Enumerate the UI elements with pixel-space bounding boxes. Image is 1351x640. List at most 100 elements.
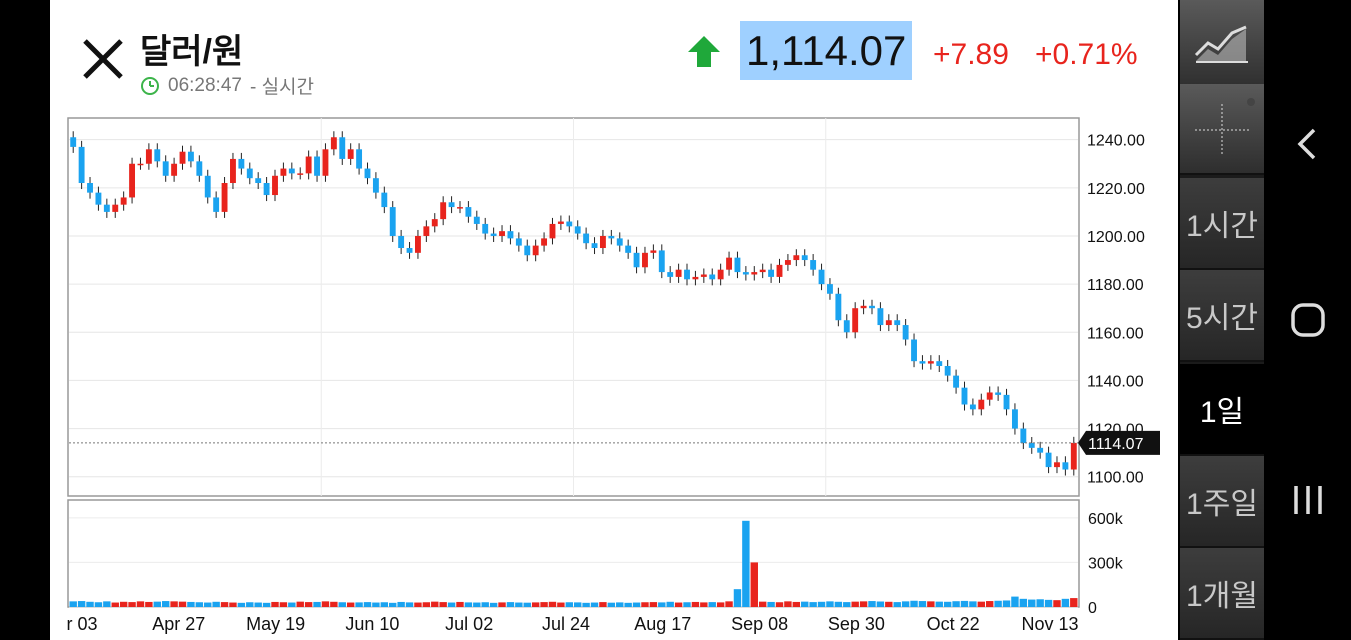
chart-type-button[interactable] [1180, 0, 1264, 91]
volume-bar [405, 602, 414, 607]
volume-bar [439, 602, 447, 607]
current-price: 1,114.07 [740, 21, 913, 80]
candle-body [549, 223, 556, 239]
candle-body [1045, 452, 1052, 468]
date-tick-label: Oct 22 [927, 614, 980, 634]
candle-body [204, 175, 211, 198]
volume-bar [809, 602, 817, 607]
candle-body [692, 276, 699, 280]
back-icon[interactable] [1288, 124, 1328, 164]
volume-bar [826, 601, 834, 607]
price-tick-label: 1220.00 [1087, 181, 1145, 198]
candle-body [482, 223, 489, 234]
candle-body [742, 272, 749, 275]
clock-icon [141, 76, 159, 95]
volume-bar [372, 602, 380, 607]
candle-body [154, 149, 161, 162]
volume-bar [313, 601, 321, 607]
period-1day[interactable]: 1일 [1180, 364, 1264, 456]
volume-bar [1036, 599, 1044, 607]
period-1week[interactable]: 1주일 [1180, 456, 1264, 548]
instrument-title: 달러/원 [140, 33, 244, 71]
candle-body [95, 192, 102, 205]
volume-bar [817, 601, 826, 607]
realtime-label: - 실시간 [249, 77, 315, 98]
price-chart[interactable]: 1240.00 1220.00 1200.00 1180.00 1160.00 1140.… [50, 105, 1178, 640]
candle-body [776, 264, 783, 277]
candle-body [944, 365, 951, 376]
candle-body [877, 308, 884, 326]
candle-body [557, 221, 564, 224]
volume-bar [708, 602, 716, 607]
candle-body [347, 149, 354, 159]
volume-bar [624, 602, 632, 607]
volume-bar [422, 602, 431, 607]
candle-body [625, 245, 632, 253]
candle-body [608, 235, 615, 239]
candle-body [986, 392, 993, 400]
period-1month[interactable]: 1개월 [1180, 548, 1264, 640]
volume-bar [674, 602, 683, 607]
candle-body [1003, 394, 1010, 410]
candle-body [574, 226, 581, 234]
price-axis: 1240.00 1220.00 1200.00 1180.00 1160.00 1140.… [1087, 133, 1145, 487]
volume-bar [1061, 598, 1070, 607]
candle-body [961, 387, 968, 405]
crosshair-button[interactable] [1180, 84, 1264, 175]
volume-bar [590, 602, 599, 607]
volume-bar [901, 601, 910, 607]
volume-bar [94, 602, 103, 607]
candle-body [288, 168, 295, 174]
candle-body [171, 163, 178, 176]
period-5hour[interactable]: 5시간 [1180, 270, 1264, 362]
candle-body [1070, 442, 1077, 470]
volume-bar [128, 602, 136, 607]
candle-body [927, 361, 934, 364]
crosshair-icon [1195, 97, 1255, 156]
volume-bar [246, 602, 254, 607]
chart-grid [67, 117, 1080, 608]
volume-bars [69, 520, 1078, 607]
price-tick-label: 1180.00 [1087, 277, 1144, 294]
candle-body [751, 272, 758, 275]
volume-bar [1028, 599, 1036, 607]
candle-body [1054, 462, 1060, 468]
volume-tick-label: 600k [1088, 511, 1124, 528]
volume-bar [195, 602, 204, 607]
candle-body [894, 320, 901, 326]
volume-bar [271, 601, 279, 607]
candle-body [162, 161, 169, 176]
volume-bar [859, 601, 868, 607]
home-icon[interactable] [1288, 300, 1328, 340]
candle-body [78, 146, 85, 184]
candle-body [457, 207, 463, 209]
candle-body [583, 233, 590, 244]
candle-body [591, 243, 598, 249]
period-1hour[interactable]: 1시간 [1180, 178, 1264, 270]
candle-body [415, 235, 421, 253]
recent-apps-icon[interactable] [1288, 480, 1328, 520]
volume-bar [893, 602, 901, 607]
volume-bar [363, 602, 372, 607]
candle-body [953, 375, 960, 388]
volume-bar [565, 602, 573, 607]
candle-body [658, 250, 665, 273]
candle-body [633, 252, 640, 268]
close-button[interactable] [80, 36, 126, 82]
candle-body [230, 158, 236, 184]
candle-body [120, 197, 127, 205]
volume-bar [119, 601, 128, 607]
volume-bar [641, 602, 649, 607]
candle-body [507, 231, 514, 239]
candle-body [272, 175, 278, 196]
line-chart-icon [1194, 25, 1248, 63]
candle-body [566, 221, 573, 227]
candle-body [684, 269, 690, 280]
date-tick-label: r 03 [66, 614, 97, 634]
candle-body [532, 245, 539, 256]
volume-bar [868, 601, 876, 607]
up-arrow-icon [688, 36, 720, 67]
volume-bar [414, 602, 422, 607]
candle-body [515, 238, 522, 246]
candle-body [860, 305, 867, 309]
